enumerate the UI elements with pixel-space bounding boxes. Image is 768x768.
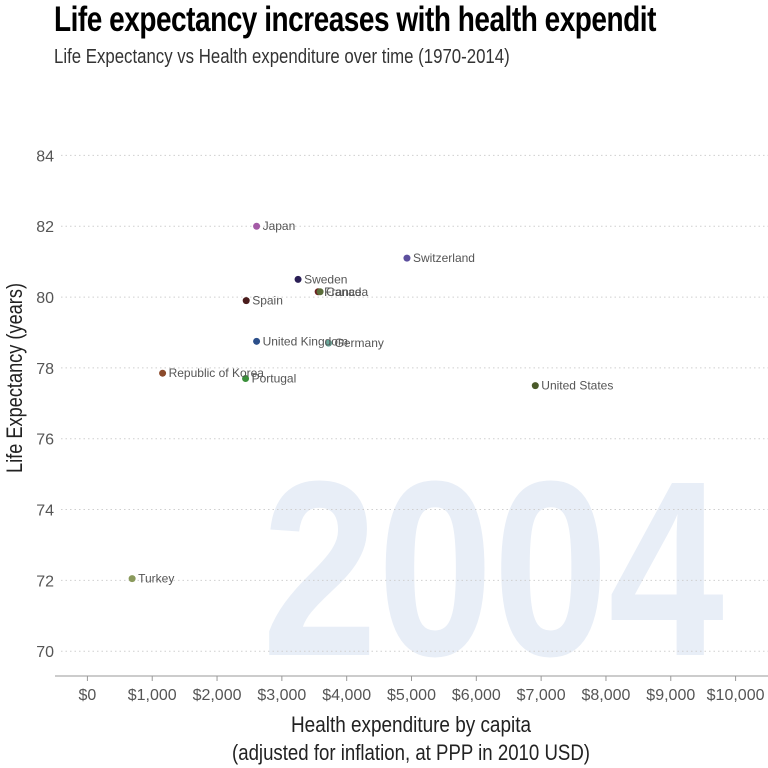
point-label: United Kingdom [263,334,348,348]
y-axis-title: Life Expectancy (years) [2,283,27,473]
y-tick-label: 84 [36,148,54,165]
data-point [242,375,250,383]
y-tick-label: 82 [36,219,54,236]
y-tick-label: 80 [36,290,54,307]
x-tick-label: $0 [79,687,97,704]
x-axis-title-line1: Health expenditure by capita [291,712,532,737]
y-tick-label: 76 [36,432,54,449]
y-axis-ticks: 70 72 74 76 78 80 82 84 [36,148,54,661]
x-axis-title-line2: (adjusted for inflation, at PPP in 2010 … [232,740,590,765]
x-tick-label: $10,000 [707,687,765,704]
data-point [531,382,539,390]
point-label: Turkey [138,572,174,586]
gridlines [61,154,768,652]
data-point [403,254,411,262]
x-tick-label: $8,000 [581,687,630,704]
x-tick-label: $4,000 [322,687,371,704]
x-axis-ticks: $0 $1,000 $2,000 $3,000 $4,000 $5,000 $6,000 $7… [79,676,765,704]
point-label: United States [541,379,613,393]
data-point [325,339,333,347]
point-label: Japan [263,219,296,233]
data-point [128,575,136,583]
data-point [294,275,302,283]
data-point [253,337,261,345]
x-tick-label: $3,000 [257,687,306,704]
y-tick-label: 74 [36,503,54,520]
point-label: Switzerland [413,251,475,265]
data-point [316,288,324,296]
point-label: Germany [335,336,384,350]
chart-subtitle: Life Expectancy vs Health expenditure ov… [54,46,510,68]
x-tick-label: $6,000 [452,687,501,704]
x-tick-label: $1,000 [128,687,177,704]
data-points [128,222,539,583]
x-tick-label: $9,000 [646,687,695,704]
chart-title: Life expectancy increases with health ex… [54,0,656,39]
point-label: Portugal [252,372,297,386]
data-point [253,222,261,230]
y-tick-label: 72 [36,573,54,590]
data-point [242,297,250,305]
year-watermark: 2004 [262,429,724,708]
x-tick-label: $7,000 [517,687,566,704]
x-tick-label: $2,000 [193,687,242,704]
y-tick-label: 78 [36,361,54,378]
data-point [159,369,167,377]
point-label: Spain [252,294,283,308]
x-tick-label: $5,000 [387,687,436,704]
point-label: Republic of Korea [169,366,265,380]
point-label: Sweden [304,272,347,286]
point-label: France [324,285,362,299]
point-label: Canada [326,285,368,299]
y-tick-label: 70 [36,644,54,661]
